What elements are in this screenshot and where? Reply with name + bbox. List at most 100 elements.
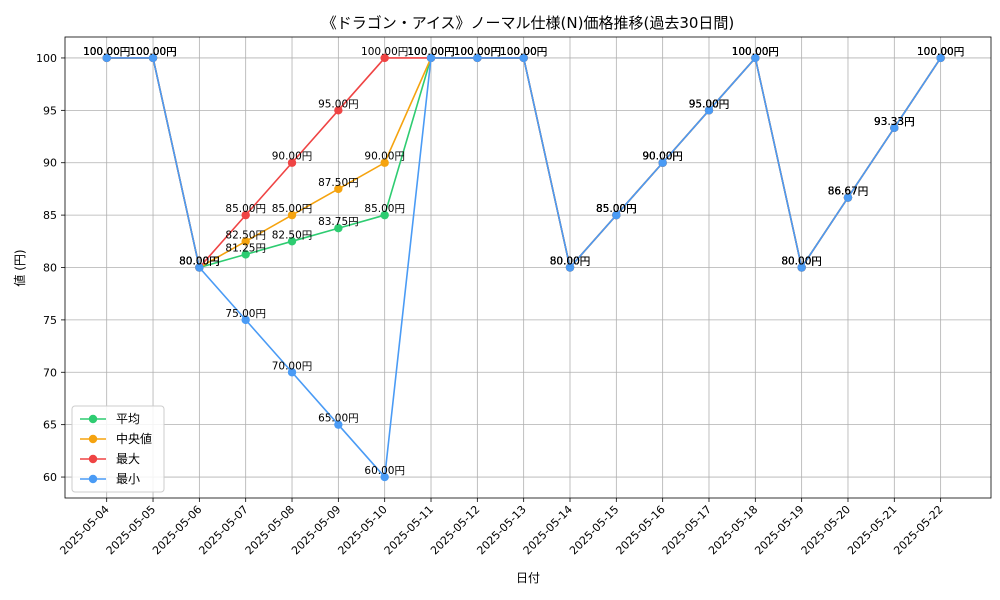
data-point	[334, 106, 343, 115]
data-label: 93.33円	[874, 116, 915, 128]
y-tick-label: 90	[43, 157, 57, 170]
data-point	[102, 53, 111, 63]
data-label: 85.00円	[596, 203, 637, 215]
data-label: 100.00円	[129, 46, 176, 58]
data-label: 100.00円	[732, 46, 779, 58]
data-label: 100.00円	[454, 46, 501, 58]
y-tick-label: 65	[43, 419, 57, 432]
data-label: 100.00円	[129, 46, 176, 58]
data-label: 83.75円	[318, 216, 359, 228]
legend-marker	[88, 454, 98, 464]
data-label: 82.50円	[225, 229, 266, 241]
data-label: 90.00円	[642, 151, 683, 163]
data-label: 100.00円	[129, 46, 176, 58]
grid-layer	[65, 37, 991, 498]
data-label: 80.00円	[179, 256, 220, 268]
y-tick-label: 80	[43, 262, 57, 275]
data-point	[380, 472, 389, 482]
data-label: 93.33円	[874, 116, 915, 128]
data-point	[287, 158, 297, 167]
data-point	[797, 263, 806, 272]
data-label: 80.00円	[179, 256, 220, 268]
y-tick-label: 75	[43, 314, 57, 327]
series-layer	[102, 53, 945, 482]
legend-marker	[88, 414, 98, 424]
data-point	[843, 193, 853, 202]
chart-title: 《ドラゴン・アイス》ノーマル仕様(N)価格推移(過去30日間)	[322, 14, 735, 32]
data-label: 100.00円	[732, 46, 779, 58]
data-point	[334, 184, 343, 194]
data-point	[473, 53, 482, 63]
data-label: 80.00円	[179, 256, 220, 268]
data-label: 100.00円	[83, 46, 130, 58]
data-label: 90.00円	[272, 151, 313, 163]
data-label: 65.00円	[318, 413, 359, 425]
data-label: 80.00円	[781, 256, 822, 268]
x-tick-label: 2025-05-22	[891, 503, 945, 557]
data-point	[287, 237, 297, 246]
data-point	[241, 210, 250, 220]
data-point	[936, 53, 945, 63]
data-label: 100.00円	[917, 46, 964, 58]
data-label: 100.00円	[83, 46, 130, 58]
plot-frame	[64, 36, 992, 499]
axis-layer: 2025-05-042025-05-052025-05-062025-05-07…	[36, 52, 946, 557]
data-label: 85.00円	[596, 203, 637, 215]
legend-label: 最小	[116, 472, 140, 486]
data-label: 95.00円	[689, 98, 730, 110]
data-label: 90.00円	[642, 151, 683, 163]
data-label: 100.00円	[732, 46, 779, 58]
data-point	[380, 210, 389, 220]
data-point	[751, 53, 760, 63]
data-point	[704, 106, 714, 115]
y-axis-label: 値 (円)	[12, 249, 27, 286]
data-point	[241, 315, 250, 325]
data-label: 80.00円	[781, 256, 822, 268]
y-tick-label: 70	[43, 366, 57, 379]
legend-box	[71, 405, 165, 493]
data-point	[241, 237, 250, 246]
data-label: 80.00円	[781, 256, 822, 268]
legend-label: 平均	[116, 412, 140, 426]
data-label: 86.67円	[828, 186, 869, 198]
data-label: 90.00円	[642, 151, 683, 163]
data-label: 95.00円	[689, 98, 730, 110]
data-label: 85.00円	[596, 203, 637, 215]
data-label-layer: 100.00円 100.00円80.00円81.25円82.50円83.75円85…	[83, 46, 964, 477]
y-tick-label: 100	[36, 52, 57, 65]
legend-label: 最大	[116, 452, 140, 466]
data-point	[287, 210, 297, 220]
y-tick-label: 95	[43, 104, 57, 117]
data-label: 82.50円	[272, 229, 313, 241]
data-label: 80.00円	[550, 256, 591, 268]
data-label: 80.00円	[550, 256, 591, 268]
data-label: 81.25円	[225, 242, 266, 254]
data-point	[334, 420, 343, 429]
data-label: 100.00円	[407, 46, 454, 58]
data-label: 85.00円	[596, 203, 637, 215]
data-point	[426, 53, 436, 63]
data-label: 80.00円	[550, 256, 591, 268]
data-label: 100.00円	[407, 46, 454, 58]
data-label: 80.00円	[781, 256, 822, 268]
data-label: 80.00円	[550, 256, 591, 268]
data-label: 85.00円	[272, 203, 313, 215]
data-label: 100.00円	[732, 46, 779, 58]
data-label: 60.00円	[364, 465, 405, 477]
data-label: 93.33円	[874, 116, 915, 128]
data-point	[612, 210, 621, 220]
data-label: 75.00円	[225, 308, 266, 320]
data-label: 100.00円	[454, 46, 501, 58]
data-label: 95.00円	[689, 98, 730, 110]
data-label: 86.67円	[828, 186, 869, 198]
data-label: 85.00円	[364, 203, 405, 215]
data-label: 100.00円	[129, 46, 176, 58]
data-label: 86.67円	[828, 186, 869, 198]
data-point	[195, 263, 204, 272]
data-label: 93.33円	[874, 116, 915, 128]
y-tick-label: 85	[43, 209, 57, 222]
data-label: 90.00円	[364, 151, 405, 163]
data-label: 100.00円	[361, 46, 408, 58]
